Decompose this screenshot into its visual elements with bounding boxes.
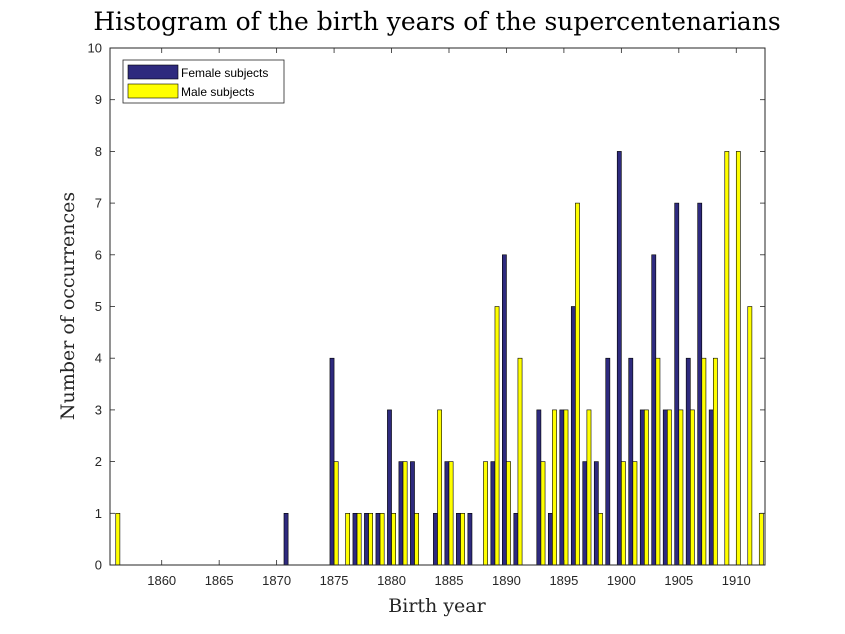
bar-male-1901 bbox=[632, 461, 638, 566]
bar-male-1891 bbox=[517, 357, 523, 566]
bar-male-1904 bbox=[667, 409, 672, 566]
bar-male-1886 bbox=[460, 512, 465, 566]
legend-swatch-male bbox=[127, 83, 179, 99]
bar-male-1876 bbox=[345, 512, 351, 566]
bar-male-1896 bbox=[575, 202, 580, 566]
bar-female-1898 bbox=[593, 461, 599, 566]
y-tick-label-3: 3 bbox=[95, 402, 102, 417]
bar-male-1912 bbox=[758, 512, 764, 566]
bar-female-1905 bbox=[674, 202, 680, 566]
axes-box bbox=[109, 47, 766, 566]
bar-male-1880 bbox=[391, 512, 396, 566]
y-tick-label-4: 4 bbox=[95, 351, 102, 366]
bar-female-1897 bbox=[582, 461, 588, 566]
bar-male-1894 bbox=[552, 409, 557, 566]
bar-male-1881 bbox=[402, 461, 408, 566]
x-tick-label-1910: 1910 bbox=[722, 573, 751, 588]
bar-male-1909 bbox=[724, 151, 730, 566]
bar-female-1875 bbox=[329, 357, 335, 566]
bar-male-1911 bbox=[747, 306, 753, 566]
bar-female-1899 bbox=[605, 357, 611, 566]
y-tick-label-1: 1 bbox=[95, 506, 102, 521]
bar-female-1901 bbox=[628, 357, 634, 566]
x-tick-label-1875: 1875 bbox=[320, 573, 349, 588]
bar-female-1904 bbox=[662, 409, 668, 566]
bar-female-1878 bbox=[364, 512, 369, 566]
y-tick-label-7: 7 bbox=[95, 196, 102, 211]
bar-female-1879 bbox=[375, 512, 381, 566]
legend-label-male: Male subjects bbox=[181, 85, 254, 99]
bar-female-1880 bbox=[387, 409, 392, 566]
x-tick-label-1865: 1865 bbox=[205, 573, 234, 588]
bar-female-1886 bbox=[456, 512, 461, 566]
bar-male-1879 bbox=[379, 512, 385, 566]
bar-male-1907 bbox=[701, 357, 707, 566]
bar-male-1905 bbox=[678, 409, 684, 566]
bar-male-1908 bbox=[712, 357, 718, 566]
y-axis-label: Number of occurrences bbox=[57, 192, 79, 420]
y-tick-label-5: 5 bbox=[95, 299, 102, 314]
bar-female-1893 bbox=[536, 409, 542, 566]
legend-label-female: Female subjects bbox=[181, 66, 268, 80]
bar-female-1890 bbox=[502, 254, 507, 566]
bar-female-1902 bbox=[639, 409, 645, 566]
bar-female-1900 bbox=[616, 151, 622, 566]
x-tick-label-1905: 1905 bbox=[664, 573, 693, 588]
bar-female-1884 bbox=[433, 512, 438, 566]
bar-female-1896 bbox=[570, 306, 576, 566]
bar-male-1897 bbox=[586, 409, 592, 566]
bar-male-1900 bbox=[621, 461, 626, 566]
bar-female-1894 bbox=[547, 512, 553, 566]
x-tick-label-1885: 1885 bbox=[435, 573, 464, 588]
bar-male-1890 bbox=[506, 461, 511, 566]
bar-male-1893 bbox=[540, 461, 546, 566]
x-tick-label-1890: 1890 bbox=[492, 573, 521, 588]
bar-female-1881 bbox=[398, 461, 404, 566]
bar-male-1903 bbox=[655, 357, 661, 566]
bar-female-1903 bbox=[651, 254, 657, 566]
y-tick-label-10: 10 bbox=[88, 41, 102, 56]
bar-female-1871 bbox=[283, 512, 289, 566]
y-tick-label-6: 6 bbox=[95, 247, 102, 262]
x-tick-label-1870: 1870 bbox=[262, 573, 291, 588]
bar-male-1898 bbox=[598, 512, 603, 566]
bar-female-1885 bbox=[444, 461, 450, 566]
y-tick-label-0: 0 bbox=[95, 558, 102, 573]
bar-female-1887 bbox=[467, 512, 473, 566]
bar-male-1910 bbox=[735, 151, 741, 566]
bar-male-1902 bbox=[644, 409, 649, 566]
x-tick-label-1880: 1880 bbox=[377, 573, 406, 588]
bar-male-1885 bbox=[448, 461, 454, 566]
legend-swatch-female bbox=[127, 64, 179, 80]
bar-male-1856 bbox=[115, 512, 121, 566]
y-tick-label-8: 8 bbox=[95, 144, 102, 159]
chart-title: Histogram of the birth years of the supe… bbox=[93, 7, 780, 36]
bar-male-1878 bbox=[368, 512, 373, 566]
x-tick-label-1900: 1900 bbox=[607, 573, 636, 588]
bar-male-1888 bbox=[483, 461, 488, 566]
bar-male-1895 bbox=[563, 409, 569, 566]
bar-female-1877 bbox=[352, 512, 358, 566]
bar-female-1908 bbox=[708, 409, 714, 566]
x-axis-label: Birth year bbox=[388, 595, 486, 617]
bar-male-1875 bbox=[333, 461, 339, 566]
y-tick-label-2: 2 bbox=[95, 454, 102, 469]
bar-male-1882 bbox=[414, 512, 419, 566]
legend: Female subjects Male subjects bbox=[122, 59, 285, 104]
x-tick-label-1895: 1895 bbox=[549, 573, 578, 588]
bar-female-1906 bbox=[685, 357, 691, 566]
ticks-layer: 1860 1865 1870 1875 1880 1885 1890 1895 1900 1905… bbox=[88, 41, 765, 588]
bar-male-1906 bbox=[690, 409, 695, 566]
bar-male-1884 bbox=[437, 409, 442, 566]
y-tick-label-9: 9 bbox=[95, 92, 102, 107]
bar-male-1877 bbox=[356, 512, 362, 566]
bar-male-1889 bbox=[494, 306, 500, 566]
bar-female-1907 bbox=[697, 202, 703, 566]
bar-female-1889 bbox=[490, 461, 496, 566]
bar-female-1895 bbox=[559, 409, 565, 566]
bar-female-1891 bbox=[513, 512, 519, 566]
x-tick-label-1860: 1860 bbox=[147, 573, 176, 588]
bar-female-1882 bbox=[410, 461, 415, 566]
